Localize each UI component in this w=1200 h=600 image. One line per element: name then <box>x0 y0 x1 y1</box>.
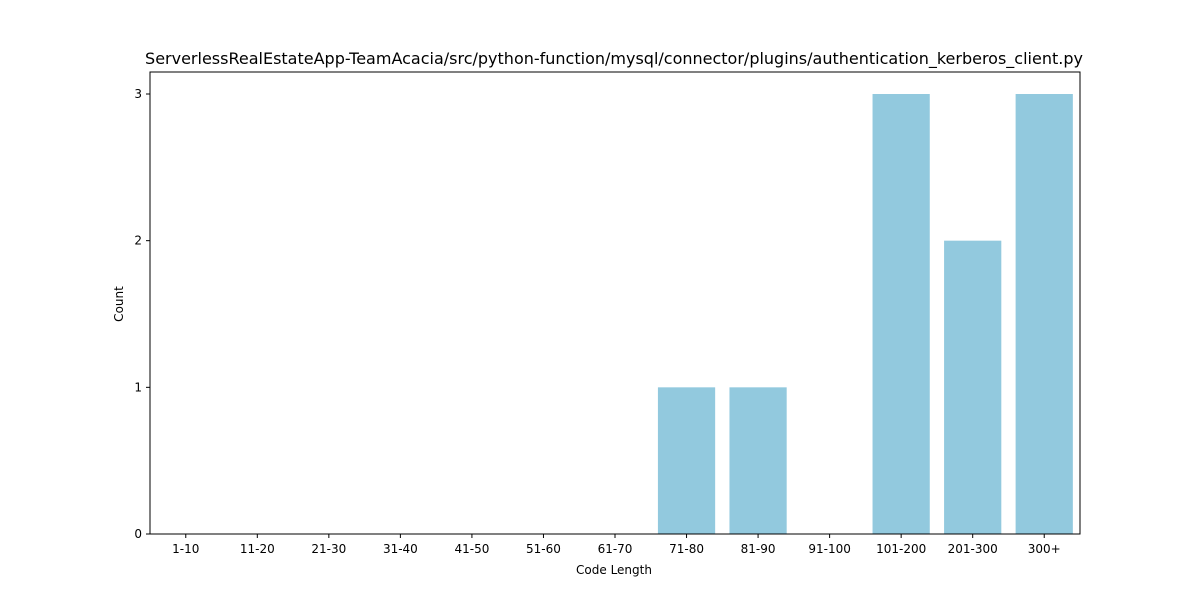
bar-71-80 <box>657 387 716 534</box>
y-tick-label: 3 <box>134 87 142 101</box>
bar-81-90 <box>729 387 787 534</box>
x-tick-label: 51-60 <box>526 542 561 556</box>
y-axis-ticks: 0 1 2 3 <box>134 87 150 541</box>
y-tick-label: 0 <box>134 527 142 541</box>
x-axis-label: Code Length <box>576 563 652 577</box>
x-tick-label: 300+ <box>1028 542 1061 556</box>
x-tick-label: 81-90 <box>741 542 776 556</box>
y-axis-label: Count <box>112 286 126 322</box>
bars-group <box>657 94 1073 534</box>
y-tick-label: 2 <box>134 234 142 248</box>
x-tick-label: 71-80 <box>669 542 704 556</box>
y-tick-label: 1 <box>134 380 142 394</box>
x-tick-label: 101-200 <box>876 542 926 556</box>
x-tick-label: 91-100 <box>808 542 851 556</box>
plot-frame <box>149 71 1081 535</box>
bar-101-200 <box>872 94 930 534</box>
x-tick-label: 31-40 <box>383 542 418 556</box>
bar-201-300 <box>944 240 1002 534</box>
chart-title: ServerlessRealEstateApp-TeamAcacia/src/p… <box>145 49 1083 69</box>
x-tick-label: 61-70 <box>598 542 633 556</box>
x-tick-label: 1-10 <box>172 542 199 556</box>
x-axis-ticks: 1-10 11-20 21-30 31-40 41-50 51-60 61-70 71-80 8… <box>172 534 1061 556</box>
x-tick-label: 21-30 <box>311 542 346 556</box>
x-tick-label: 201-300 <box>948 542 998 556</box>
bar-300+ <box>1015 94 1073 534</box>
x-tick-label: 11-20 <box>240 542 275 556</box>
x-tick-label: 41-50 <box>454 542 489 556</box>
